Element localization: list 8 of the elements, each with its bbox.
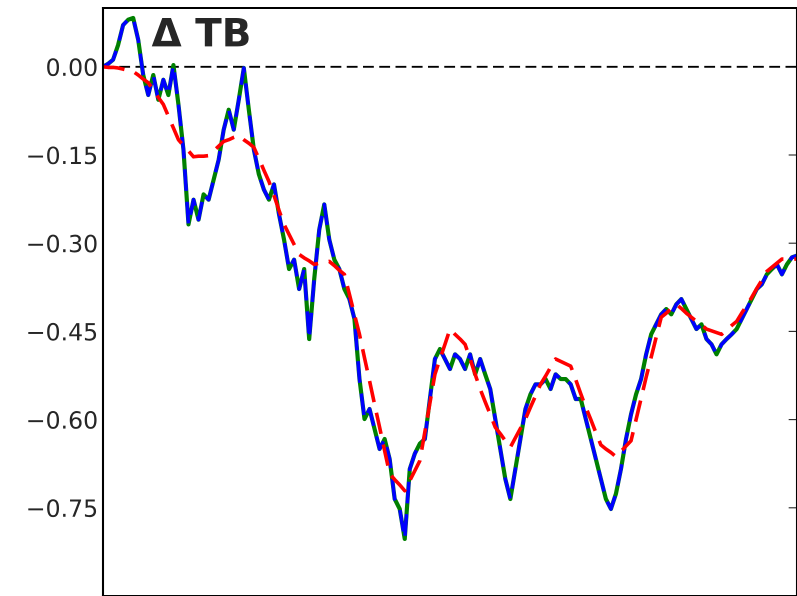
y-tick-label: −0.15: [28, 146, 96, 164]
y-tick-label: −0.45: [28, 322, 96, 341]
y-tick-label: −0.30: [28, 234, 97, 253]
y-tick-label: −0.75: [28, 499, 96, 518]
line-series: [103, 64, 797, 493]
chart-title: Δ TB: [152, 18, 249, 46]
y-tick-label: 0.00: [47, 58, 97, 76]
y-tick-label: −0.60: [28, 411, 97, 429]
